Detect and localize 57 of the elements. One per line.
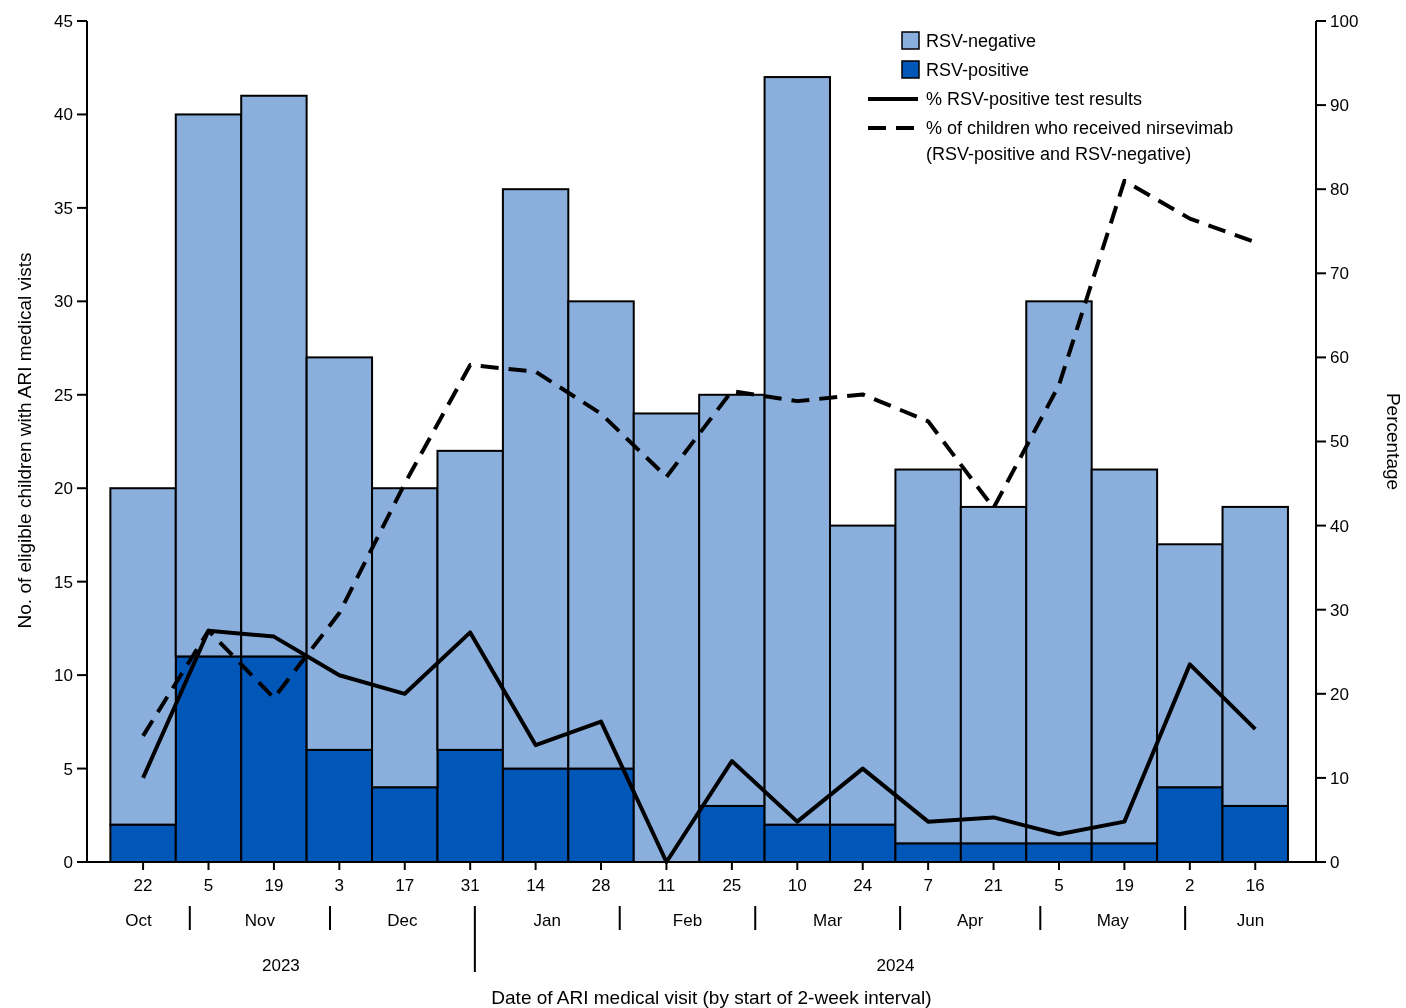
legend-label: RSV-negative (926, 31, 1037, 51)
x-axis-title: Date of ARI medical visit (by start of 2-week interval) (491, 987, 932, 1008)
y-tick-label: 40 (54, 105, 73, 125)
y2-tick-label: 10 (1330, 768, 1349, 788)
x-tick-label: 5 (1054, 876, 1064, 895)
text: 2024 (876, 956, 915, 975)
x-tick-label: 22 (133, 876, 153, 895)
y2-tick-label: 70 (1330, 264, 1349, 284)
x-tick-label: 2 (1185, 876, 1195, 895)
text: Oct (125, 911, 152, 930)
y-tick-label: 20 (54, 479, 73, 499)
y2-tick-label: 20 (1330, 684, 1349, 704)
y2-tick-label: 100 (1330, 11, 1359, 31)
y-tick-label: 30 (54, 292, 73, 312)
y-tick-label: 45 (54, 11, 73, 31)
x-tick-label: 21 (984, 876, 1004, 895)
text: Feb (672, 911, 703, 930)
x-tick-label: 16 (1245, 876, 1265, 895)
x-tick-label: 5 (203, 876, 214, 895)
y-axis-title: No. of eligible children with ARI medical vists (14, 252, 35, 629)
y-tick-label: 35 (54, 198, 73, 218)
x-tick-label: 19 (264, 876, 284, 895)
legend-label: % of children who received nirsevimab (RSV-positive and RSV-negative) (926, 118, 1234, 164)
y-tick-label: 5 (63, 759, 73, 779)
x-tick-label: 24 (853, 876, 873, 895)
text: Jun (1236, 911, 1265, 930)
y2-axis-title: Percentage (1383, 392, 1404, 491)
y2-tick-label: 40 (1330, 516, 1349, 536)
x-tick-label: 17 (395, 876, 415, 895)
x-tick-label: 25 (722, 876, 742, 895)
text: Nov (244, 911, 276, 930)
text: 2023 (262, 956, 300, 975)
y-tick-label: 15 (54, 572, 73, 592)
x-tick-label: 7 (923, 876, 933, 895)
y2-tick-label: 60 (1330, 348, 1349, 368)
legend-label: % RSV-positive test results (926, 89, 1143, 109)
y2-tick-label: 50 (1330, 432, 1349, 452)
x-tick-label: 11 (657, 876, 676, 895)
text: Dec (387, 911, 419, 930)
x-tick-label: 3 (334, 876, 345, 895)
x-tick-label: 28 (591, 876, 611, 895)
y-tick-label: 0 (63, 852, 73, 872)
text: Apr (956, 911, 984, 930)
x-tick-label: 14 (526, 876, 546, 895)
y-tick-label: 25 (54, 385, 73, 405)
y2-tick-label: 30 (1330, 600, 1349, 620)
x-tick-label: 31 (460, 876, 480, 895)
text: Jan (533, 911, 561, 930)
x-tick-label: 19 (1114, 876, 1134, 895)
legend-label: RSV-positive (926, 60, 1030, 80)
y2-tick-label: 0 (1330, 852, 1340, 872)
text: May (1096, 911, 1130, 930)
text: Mar (813, 911, 843, 930)
y2-tick-label: 90 (1330, 96, 1349, 116)
x-tick-label: 10 (787, 876, 807, 895)
y2-tick-label: 80 (1330, 180, 1349, 200)
y-tick-label: 10 (54, 666, 73, 686)
